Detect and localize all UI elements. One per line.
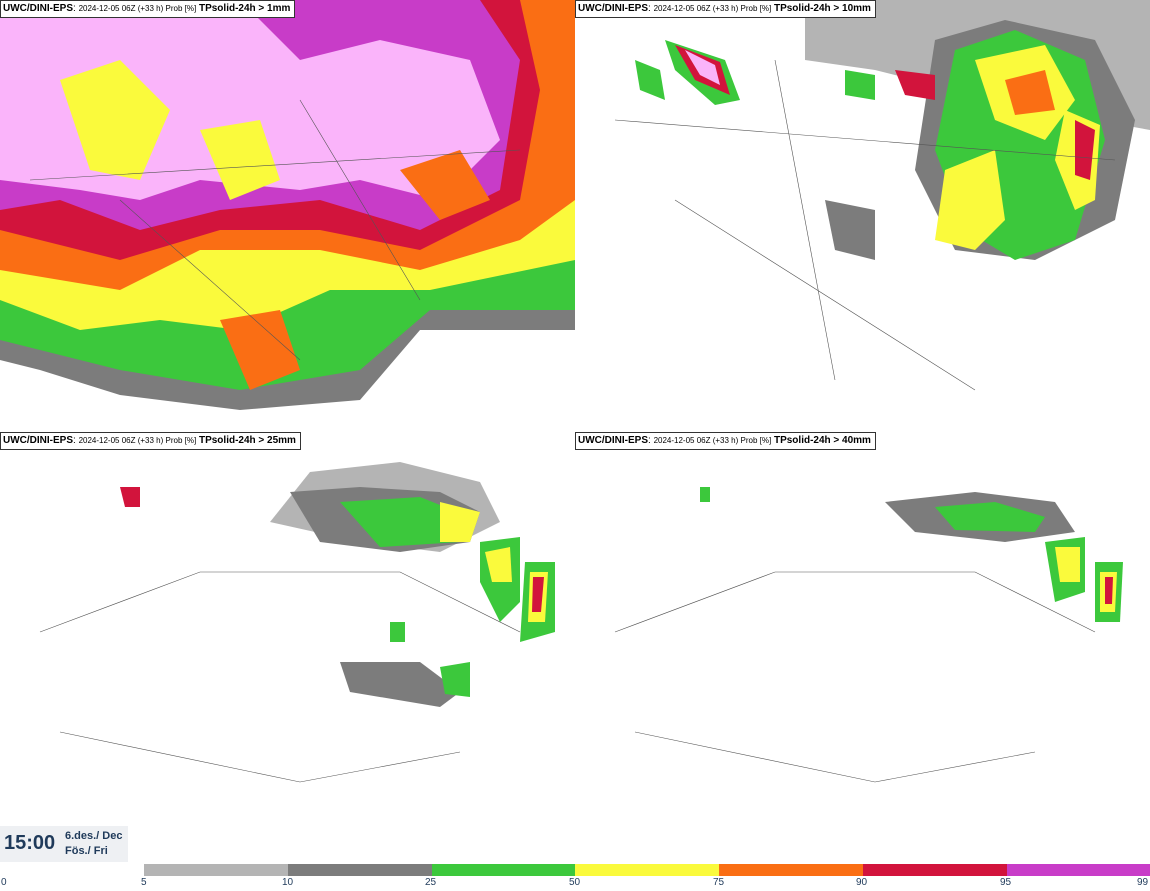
- colorbar-tick: 90: [856, 877, 868, 888]
- colorbar-segment-6: [862, 864, 1007, 876]
- panel-title: UWC/DINI-EPS: 2024-12-05 06Z (+33 h) Pro…: [0, 432, 301, 450]
- probability-map-40mm: [575, 432, 1150, 832]
- map-panel-10mm: UWC/DINI-EPS: 2024-12-05 06Z (+33 h) Pro…: [575, 0, 1150, 432]
- map-panel-25mm: UWC/DINI-EPS: 2024-12-05 06Z (+33 h) Pro…: [0, 432, 575, 864]
- panel-title: UWC/DINI-EPS: 2024-12-05 06Z (+33 h) Pro…: [0, 0, 296, 18]
- valid-time-box: 15:00 6.des./ Dec Fös./ Fri: [0, 826, 128, 862]
- colorbar-tick: 95: [1000, 877, 1012, 888]
- panel-title: UWC/DINI-EPS: 2024-12-05 06Z (+33 h) Pro…: [575, 432, 876, 450]
- probability-map-25mm: [0, 432, 575, 832]
- colorbar-tick: 75: [713, 877, 725, 888]
- colorbar-tick: 50: [569, 877, 581, 888]
- valid-date-line1: 6.des./ Dec: [65, 830, 123, 842]
- colorbar-segment-3: [431, 864, 576, 876]
- probability-colorbar: [144, 864, 1150, 876]
- valid-time: 15:00: [4, 832, 56, 854]
- colorbar-tick: 0: [1, 877, 7, 888]
- probability-map-10mm: [575, 0, 1150, 432]
- colorbar-tick: 25: [425, 877, 437, 888]
- valid-date-line2: Fös./ Fri: [65, 845, 108, 857]
- colorbar-tick: 99: [1137, 877, 1149, 888]
- colorbar-tick: 10: [282, 877, 294, 888]
- colorbar-tick: 5: [141, 877, 147, 888]
- colorbar-segment-4: [575, 864, 719, 876]
- colorbar-segment-7: [1006, 864, 1150, 876]
- colorbar-segment-2: [287, 864, 432, 876]
- panel-title: UWC/DINI-EPS: 2024-12-05 06Z (+33 h) Pro…: [575, 0, 876, 18]
- colorbar-segment-5: [719, 864, 863, 876]
- probability-map-1mm: [0, 0, 575, 432]
- map-panel-40mm: UWC/DINI-EPS: 2024-12-05 06Z (+33 h) Pro…: [575, 432, 1150, 864]
- map-panel-1mm: UWC/DINI-EPS: 2024-12-05 06Z (+33 h) Pro…: [0, 0, 575, 432]
- colorbar-segment-1: [144, 864, 288, 876]
